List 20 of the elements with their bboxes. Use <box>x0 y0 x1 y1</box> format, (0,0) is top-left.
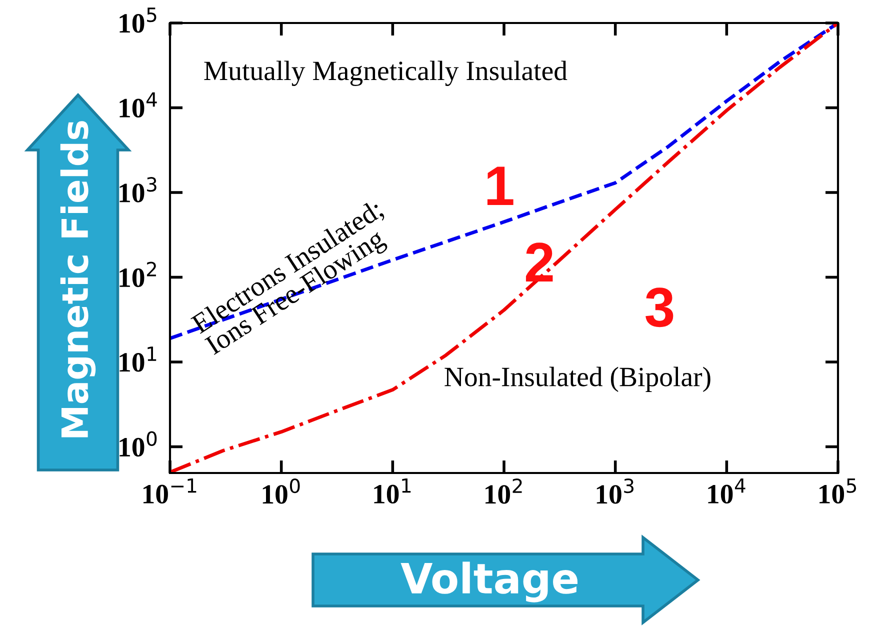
x-tick-label: 10$^{−1}$ <box>143 478 196 504</box>
x-tick-label: 10$^{0}$ <box>262 478 300 504</box>
x-tick-label: 10$^{3}$ <box>596 478 634 504</box>
y-tick-label: 10$^{2}$ <box>120 262 156 288</box>
x-tick-label: 10$^{5}$ <box>820 478 856 504</box>
y-tick-label: 10$^{1}$ <box>120 346 156 372</box>
annotation: 2 <box>526 242 553 282</box>
y-axis-title: Magnetic Fields <box>60 121 96 438</box>
y-tick-label: 10$^{5}$ <box>120 8 156 33</box>
annotation: Non-Insulated (Bipolar) <box>444 366 710 392</box>
y-tick-label: 10$^{4}$ <box>120 92 157 118</box>
x-tick-label: 10$^{4}$ <box>708 478 746 504</box>
annotation: 3 <box>646 288 674 328</box>
y-tick-label: 10$^{0}$ <box>120 431 157 457</box>
annotation: 1 <box>487 166 514 205</box>
x-tick-label: 10$^{1}$ <box>374 478 411 504</box>
x-axis-title: Voltage <box>400 562 578 602</box>
x-tick-label: 10$^{2}$ <box>486 478 522 504</box>
y-tick-label: 10$^{3}$ <box>120 177 156 202</box>
annotation: Mutually Magnetically Insulated <box>204 60 568 86</box>
